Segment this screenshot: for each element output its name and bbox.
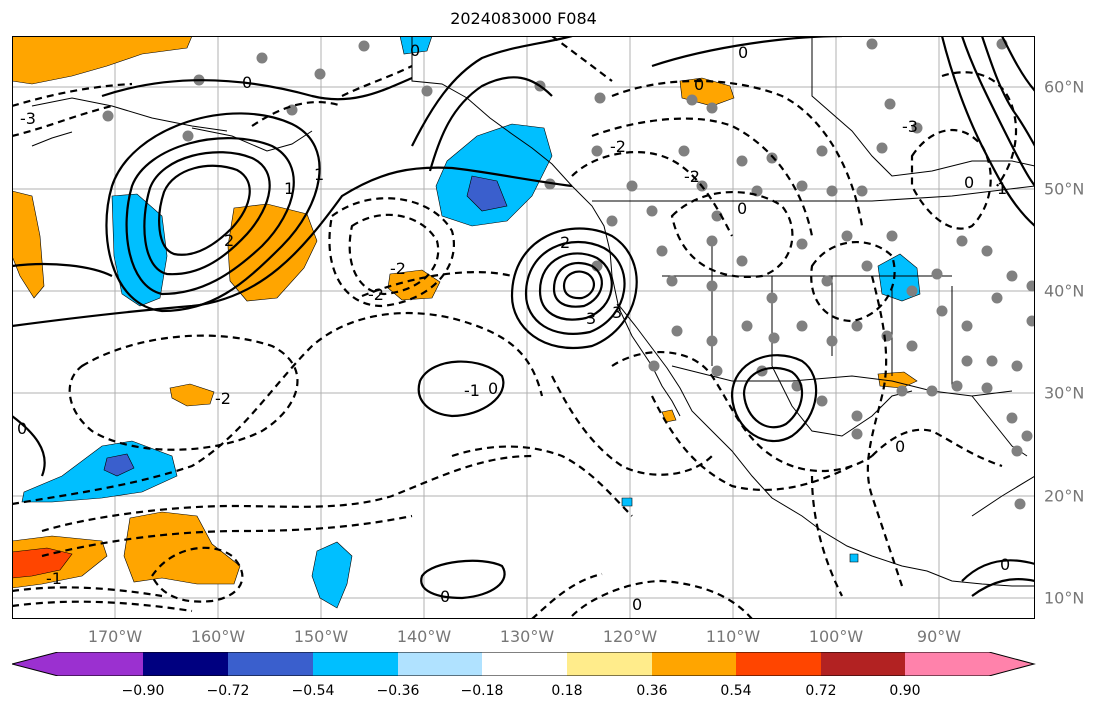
contour-label: -1 (464, 381, 480, 400)
contour-label: 1 (314, 165, 324, 184)
contour-label: 2 (560, 233, 570, 252)
blue-fill-small-2 (849, 553, 859, 563)
contour-label: 0 (410, 41, 420, 60)
contour-label: 1 (284, 179, 294, 198)
colorbar-segment (143, 652, 228, 676)
contour-label: 1 (997, 179, 1007, 198)
orange-fill-west-edge (12, 190, 45, 299)
lon-label: 90°W (916, 627, 962, 646)
contour-label: 0 (1000, 555, 1010, 574)
colorbar-segment (12, 652, 143, 676)
lon-label: 110°W (705, 627, 761, 646)
colorbar-tick-label: 0.36 (636, 683, 668, 699)
colorbar-tick-label: 0.54 (720, 683, 752, 699)
contour-label: -2 (610, 137, 626, 156)
contour-label: 0 (964, 173, 974, 192)
colorbar-segment (313, 652, 398, 676)
lat-label: 50°N (1044, 179, 1085, 199)
lat-label: 10°N (1044, 588, 1085, 608)
contour-label: -2 (368, 285, 384, 304)
contour-label: 2 (224, 231, 234, 250)
contour-label: 0 (440, 587, 450, 606)
contour-label: -3 (902, 117, 918, 136)
colorbar-segment (228, 652, 313, 676)
contour-label: 3 (612, 303, 622, 322)
colorbar-segment (821, 652, 905, 676)
darkblue-fill-alaska (466, 175, 508, 212)
colorbar-tick-label: 0.90 (889, 683, 921, 699)
contour-label: -2 (684, 167, 700, 186)
blue-fill-top (399, 36, 433, 55)
coastlines-and-borders (31, 36, 1035, 587)
map-title: 2024083000 F084 (450, 9, 597, 28)
colorbar-tick-label: −0.90 (121, 683, 165, 699)
contour-label: 0 (17, 419, 27, 438)
darkblue-fill-pacific-1 (103, 453, 135, 477)
contour-label: 0 (738, 43, 748, 62)
colorbar-tick-label: 0.18 (551, 683, 583, 699)
colorbar-segment (905, 652, 1034, 676)
map-frame (12, 36, 1035, 619)
contour-label: 0 (895, 437, 905, 456)
station-markers (102, 38, 1035, 510)
colorbar-tick-label: −0.72 (206, 683, 250, 699)
contour-label: 0 (242, 73, 252, 92)
contour-label: 0 (488, 379, 498, 398)
lat-label: 40°N (1044, 281, 1085, 301)
contour-label: 0 (694, 75, 704, 94)
blue-fill-small-1 (621, 497, 633, 507)
positive-contours (12, 36, 1035, 600)
blue-fill-pacific-1 (21, 440, 178, 503)
lat-label: 30°N (1044, 383, 1085, 403)
contour-label: 3 (586, 309, 596, 328)
map-panel: 0 0 0 0 0 0 0 0 0 0 0 0 1 1 1 2 2 3 3 -1… (12, 36, 1035, 619)
colorbar-segment (398, 652, 482, 676)
orange-fill-southern (123, 511, 241, 585)
colorbar-tick-label: −0.36 (376, 683, 420, 699)
lon-label: 130°W (499, 627, 555, 646)
contour-label: -2 (215, 389, 231, 408)
colorbar-segment (736, 652, 821, 676)
blue-fill-pacific-2 (311, 541, 353, 609)
lon-label: 120°W (602, 627, 658, 646)
contour-labels: 0 0 0 0 0 0 0 0 0 0 0 0 1 1 1 2 2 3 3 -1… (17, 41, 1010, 614)
colorbar (12, 652, 1036, 676)
lon-label: 150°W (293, 627, 349, 646)
orange-fill-small-2 (169, 383, 215, 407)
contour-label: 0 (737, 199, 747, 218)
lon-label: 100°W (808, 627, 864, 646)
colorbar-tick-label: 0.72 (805, 683, 837, 699)
lat-label: 60°N (1044, 77, 1085, 97)
colorbar-segment (567, 652, 652, 676)
contour-label: -2 (390, 259, 406, 278)
colorbar-tick-label: −0.18 (460, 683, 504, 699)
lon-label: 170°W (87, 627, 143, 646)
colorbar-tick-label: −0.54 (291, 683, 335, 699)
red-fill-sw (12, 547, 73, 579)
lon-label: 160°W (190, 627, 246, 646)
orange-fill-nw (12, 36, 193, 85)
negative-contours (12, 36, 1018, 619)
contour-label: -1 (46, 569, 62, 588)
orange-fill-texas (877, 371, 918, 389)
colorbar-segment (652, 652, 736, 676)
colorbar-outline (12, 652, 1036, 676)
lon-label: 140°W (396, 627, 452, 646)
contour-label: 0 (632, 595, 642, 614)
contour-label: -3 (20, 109, 36, 128)
lat-label: 20°N (1044, 486, 1085, 506)
colorbar-segment (482, 652, 567, 676)
